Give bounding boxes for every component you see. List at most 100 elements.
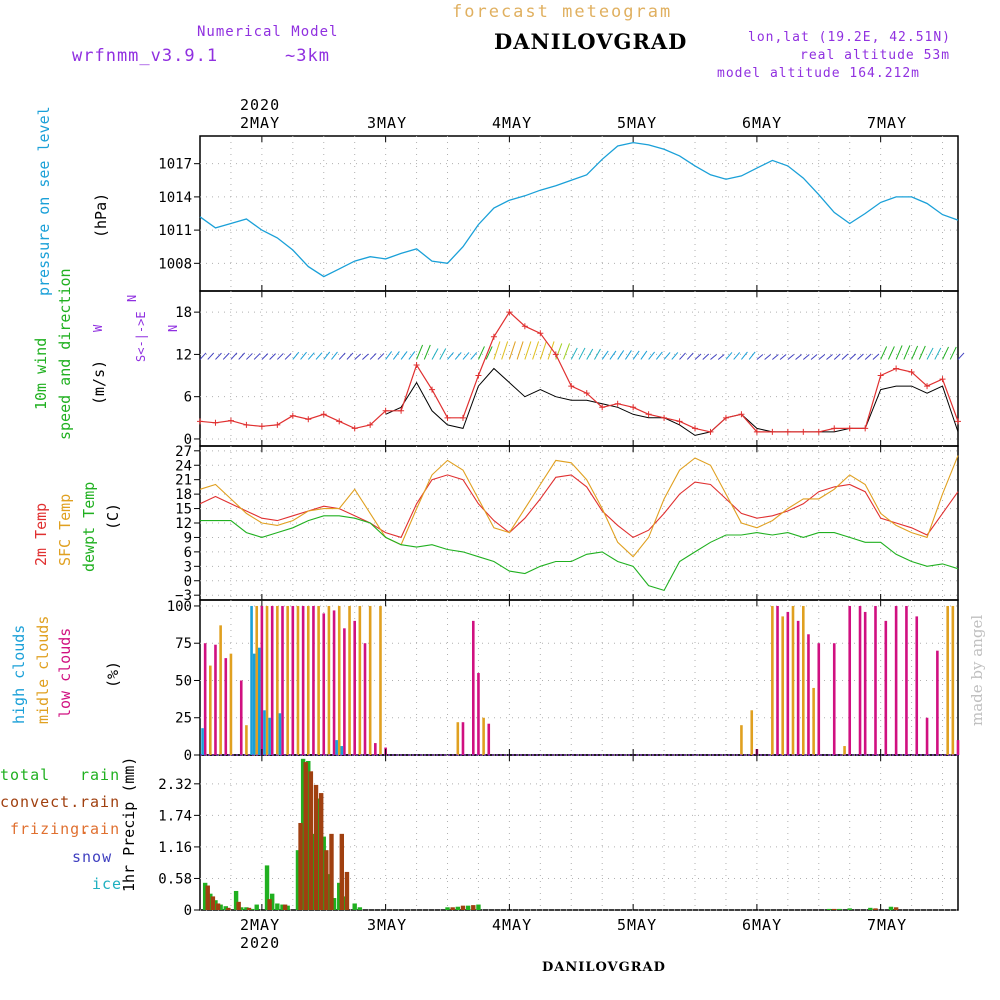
wind-barb [462, 352, 470, 360]
wind-label-1: 10m wind [32, 337, 50, 410]
year-bottom: 2020 [240, 934, 281, 952]
cloud-bar-low [312, 605, 315, 755]
wind-speed-point [227, 417, 234, 424]
cloud-bar-low [807, 634, 810, 755]
wind-speed-point [212, 419, 219, 426]
wind-barb [269, 353, 276, 360]
precip-convect-rain: rain [80, 793, 121, 811]
wind-speed-point [429, 386, 436, 393]
cloud-bar-low [301, 605, 305, 755]
wind-speed-point [661, 414, 668, 421]
precip-bar-convect [832, 908, 837, 910]
precip-bar-convect [303, 762, 308, 910]
wind-speed-point [552, 351, 559, 358]
wind-barb [539, 341, 547, 360]
cloud-bar-midle [327, 605, 331, 755]
precip-bar-total [280, 904, 285, 910]
wind-speed-point [243, 421, 250, 428]
precip-bar-convect [344, 871, 350, 910]
wind-barb [772, 354, 779, 360]
cloud-bar-midle [771, 605, 774, 755]
wind-barb [741, 351, 748, 360]
cloud-bar-low [239, 680, 243, 755]
clouds-mid-label: midle clouds [34, 615, 52, 724]
cloud-bar-midle [219, 625, 222, 755]
wind-barb [207, 352, 215, 360]
cloud-bar-midle [276, 605, 279, 755]
meteogram-title: forecast meteogram [452, 2, 673, 22]
real-altitude: real altitude 53m [800, 48, 951, 63]
precip-bar-total [306, 760, 311, 910]
cloud-bar-low [925, 717, 929, 755]
wind-compass-e: N [166, 324, 180, 332]
precip-unit: 1hr Precip (mm) [120, 756, 138, 892]
wind-barb [524, 341, 532, 360]
wind-barb [717, 354, 725, 360]
precip-bar-total [357, 907, 363, 910]
precip-bar-total [254, 904, 259, 910]
wind-barb [423, 344, 431, 360]
clouds-low-label: low clouds [56, 627, 74, 718]
y-tick-label-temperature: 24 [175, 458, 192, 474]
precip-frizing-label: frizing. [10, 820, 91, 838]
precip-bar-total [269, 893, 275, 910]
temp-2m-line [199, 474, 959, 539]
y-tick-label-wind: 12 [175, 347, 192, 363]
precip-bar-total [311, 833, 316, 910]
wind-barb [392, 351, 400, 360]
cloud-bar-midle [946, 605, 949, 755]
cloud-bar-low [786, 611, 790, 755]
wind-speed-point [506, 309, 513, 316]
model-label: Numerical Model [197, 24, 339, 40]
cloud-bar-midle [750, 710, 754, 755]
cloud-bar-midle [740, 725, 743, 755]
wind-speed-point [614, 400, 621, 407]
wind-barb [686, 352, 694, 360]
wind-speed-line [199, 311, 959, 433]
wind-barb [470, 352, 478, 360]
pressure-line [199, 141, 959, 278]
precip-bar-total [239, 907, 244, 910]
wind-barb [362, 353, 369, 360]
wind-barb [586, 348, 594, 360]
wind-speed-point [351, 425, 358, 432]
precip-bar-total [837, 908, 842, 910]
wind-barb [601, 350, 609, 360]
wind-barb [331, 351, 338, 360]
wind-barb [246, 353, 253, 360]
day-bottom-5: 7MAY [867, 916, 908, 934]
wind-speed-point [490, 333, 497, 340]
wind-speed-point [908, 369, 915, 376]
wind-barb [887, 346, 895, 360]
wind-speed-point [815, 428, 822, 435]
wind-barb [284, 353, 292, 360]
precip-bar-convect [236, 901, 241, 910]
cloud-bar-low [203, 643, 207, 755]
cloud-bar-low [848, 605, 852, 755]
cloud-bar-low [884, 620, 888, 755]
day-top-5: 7MAY [867, 114, 908, 132]
wind-barb [447, 352, 454, 360]
precip-bar-total [218, 904, 223, 910]
wind-barb [942, 346, 949, 360]
y-tick-label-temperature: −3 [175, 588, 192, 604]
wind-speed-point [459, 414, 466, 421]
wind-speed-point [939, 376, 946, 383]
day-top-1: 3MAY [367, 114, 408, 132]
cloud-bar-low [270, 605, 274, 755]
wind-compass-axis: S<-|->E [134, 311, 148, 362]
y-tick-label-clouds: 100 [167, 599, 192, 615]
precip-bar-convect [210, 896, 216, 910]
precip-bar-total [249, 908, 254, 910]
wind-barb [849, 353, 857, 360]
wind-barb [385, 351, 393, 360]
precip-bar-total [316, 798, 321, 910]
wind-barb [949, 346, 957, 360]
wind-speed-point [398, 407, 405, 414]
cloud-bar-high [257, 647, 261, 755]
precip-bar-total [847, 908, 852, 910]
wind-barb [377, 353, 385, 360]
panel-frame-pressure [199, 135, 959, 292]
precip-bar-total [233, 890, 239, 910]
precip-bar-convect [267, 899, 272, 910]
